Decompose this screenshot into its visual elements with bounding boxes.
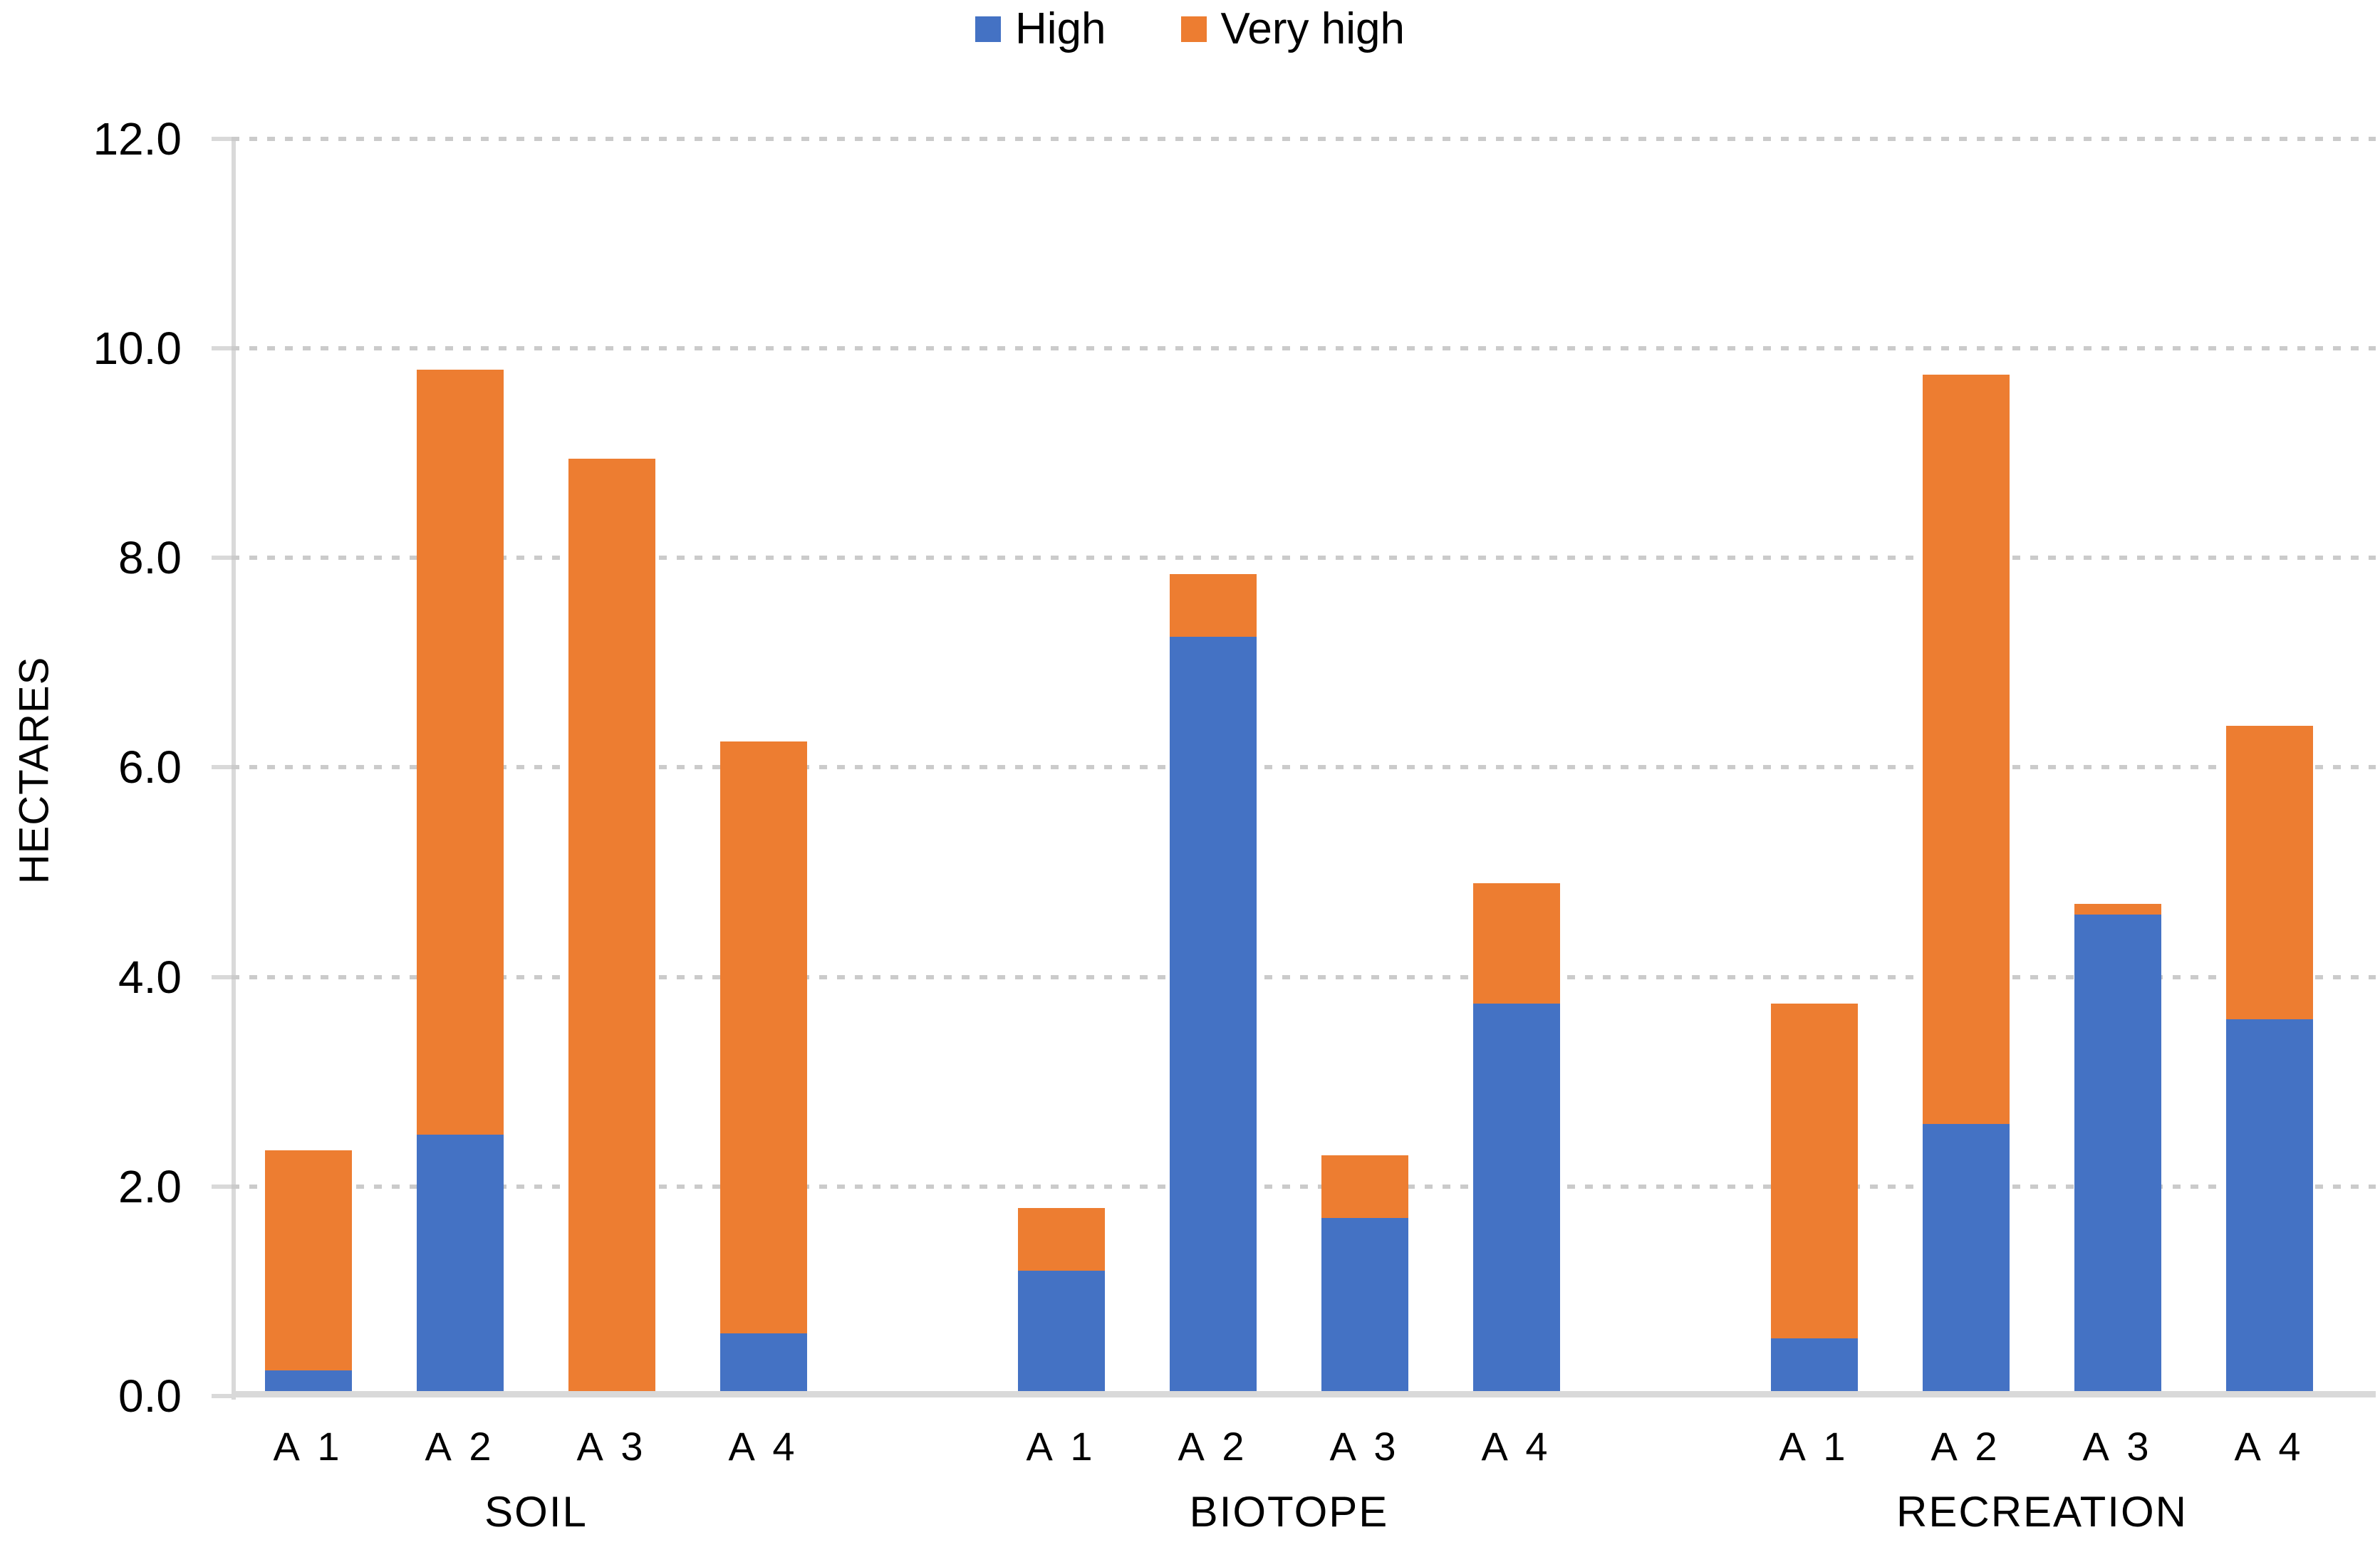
segment-high: [1018, 1270, 1105, 1391]
segment-very-high: [1018, 1207, 1105, 1271]
segment-high: [1321, 1218, 1408, 1391]
legend-label: Very high: [1220, 4, 1405, 53]
segment-high: [417, 1134, 504, 1391]
x-category-label: A 1: [1026, 1424, 1097, 1469]
segment-very-high: [1923, 375, 2010, 1124]
y-axis-tick: [212, 346, 232, 350]
x-category-label: A 2: [1178, 1424, 1249, 1469]
segment-high: [720, 1333, 807, 1391]
gridline-8.0: [232, 556, 2376, 561]
x-category-label: A 3: [2082, 1424, 2153, 1469]
gridline-12.0: [232, 136, 2376, 141]
y-tick-label: 2.0: [118, 1160, 182, 1212]
segment-high: [1923, 1123, 2010, 1391]
bar-soil-a1: [265, 1150, 352, 1391]
y-axis-tick: [212, 974, 232, 979]
gridline-10.0: [232, 346, 2376, 350]
legend-label: High: [1014, 4, 1106, 53]
y-axis-tick: [212, 556, 232, 561]
x-category-label: A 1: [273, 1424, 344, 1469]
segment-very-high: [568, 458, 655, 1391]
x-category-label: A 1: [1779, 1424, 1850, 1469]
segment-very-high: [1170, 573, 1257, 637]
segment-very-high: [1473, 883, 1560, 1004]
bar-biotope-a4: [1473, 883, 1560, 1391]
legend-swatch-icon: [1180, 16, 1207, 42]
segment-high: [265, 1370, 352, 1391]
bar-biotope-a1: [1018, 1207, 1105, 1391]
gridline-4.0: [232, 974, 2376, 979]
segment-very-high: [2074, 904, 2161, 915]
x-axis-baseline: [232, 1391, 2376, 1397]
x-category-label: A 3: [576, 1424, 648, 1469]
legend-item-high: High: [975, 7, 1106, 51]
y-tick-label: 0.0: [118, 1370, 182, 1422]
chart-legend: High Very high: [0, 7, 2380, 51]
x-category-label: A 3: [1329, 1424, 1401, 1469]
legend-item-very-high: Very high: [1180, 4, 1405, 53]
y-tick-label: 10.0: [93, 323, 182, 374]
y-tick-label: 6.0: [118, 741, 182, 793]
x-category-label: A 4: [728, 1424, 799, 1469]
bar-soil-a3: [568, 458, 655, 1391]
segment-very-high: [265, 1150, 352, 1370]
segment-high: [2226, 1019, 2313, 1391]
x-group-label-biotope: BIOTOPE: [1189, 1488, 1389, 1536]
x-category-label: A 4: [2234, 1424, 2305, 1469]
segment-very-high: [1321, 1155, 1408, 1219]
segment-very-high: [1771, 1003, 1858, 1339]
x-category-label: A 2: [1930, 1424, 2002, 1469]
segment-very-high: [417, 369, 504, 1135]
bar-recreation-a1: [1771, 1003, 1858, 1391]
bar-biotope-a3: [1321, 1155, 1408, 1391]
bar-biotope-a2: [1170, 573, 1257, 1391]
x-category-label: A 2: [425, 1424, 496, 1469]
bar-soil-a4: [720, 741, 807, 1391]
bar-soil-a2: [417, 369, 504, 1391]
segment-high: [1473, 1003, 1560, 1391]
segment-high: [1771, 1338, 1858, 1391]
x-group-label-soil: SOIL: [484, 1488, 588, 1536]
y-axis-tick: [212, 136, 232, 141]
x-category-label: A 4: [1481, 1424, 1552, 1469]
y-axis-tick: [212, 1394, 232, 1398]
segment-very-high: [720, 741, 807, 1334]
y-tick-label: 12.0: [93, 113, 182, 165]
y-axis-tick: [212, 1184, 232, 1189]
segment-very-high: [2226, 725, 2313, 1019]
segment-high: [2074, 914, 2161, 1391]
bar-recreation-a2: [1923, 375, 2010, 1391]
y-axis-tick: [212, 765, 232, 770]
bar-recreation-a4: [2226, 725, 2313, 1391]
legend-swatch-icon: [975, 16, 1001, 42]
bar-recreation-a3: [2074, 904, 2161, 1391]
gridline-2.0: [232, 1184, 2376, 1189]
y-tick-label: 8.0: [118, 532, 182, 584]
y-tick-label: 4.0: [118, 951, 182, 1003]
gridline-6.0: [232, 765, 2376, 770]
x-group-label-recreation: RECREATION: [1896, 1488, 2188, 1536]
segment-high: [1170, 636, 1257, 1391]
